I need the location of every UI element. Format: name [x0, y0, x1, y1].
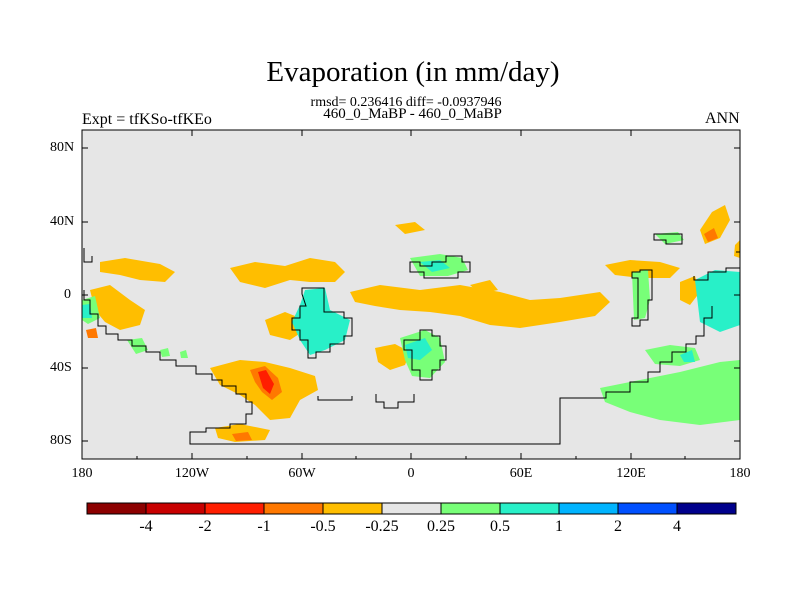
- season-label: ANN: [705, 110, 740, 127]
- anomaly-fill-layer: [82, 205, 740, 442]
- lat-label: 40S: [50, 360, 72, 375]
- colorbar-box: [440, 502, 501, 515]
- lat-label: 0: [64, 287, 71, 302]
- lon-label: 60W: [288, 466, 316, 481]
- green-region: [160, 348, 170, 357]
- coastline: [631, 269, 653, 327]
- lon-label: 0: [407, 466, 415, 481]
- orange-region: [395, 222, 425, 234]
- teal-region: [695, 270, 740, 332]
- stats-line: rmsd= 0.236416 diff= -0.0937946: [310, 95, 502, 110]
- lon-label: 180: [729, 466, 751, 481]
- green-region: [180, 350, 188, 358]
- plot-title: Evaporation (in mm/day): [266, 56, 560, 88]
- orange-region: [230, 258, 345, 288]
- colorbar-box: [676, 502, 737, 515]
- lon-label: 120E: [616, 466, 646, 481]
- orange-region: [470, 280, 498, 294]
- orange-region: [100, 258, 175, 282]
- red-region: [86, 328, 98, 338]
- coastline: [409, 255, 471, 279]
- coastline-layer: [83, 233, 740, 445]
- lon-label: 60E: [509, 466, 533, 481]
- green-region: [632, 270, 650, 320]
- orange-region: [350, 285, 610, 328]
- colorbar-box: [204, 502, 265, 515]
- colorbar-label: 0.5: [490, 518, 510, 535]
- colorbar-box: [381, 502, 442, 515]
- colorbar-label: 1: [555, 518, 563, 535]
- orange-region: [90, 285, 145, 330]
- orange-region: [680, 276, 700, 305]
- colorbar-label: 4: [673, 518, 681, 535]
- coastline: [83, 248, 93, 263]
- lat-label: 80N: [50, 140, 75, 155]
- lat-label: 80S: [50, 433, 72, 448]
- colorbar-box: [263, 502, 324, 515]
- orange-region: [605, 260, 680, 278]
- red-region: [232, 432, 252, 441]
- colorbar-label: 2: [614, 518, 622, 535]
- coastline: [189, 306, 713, 445]
- experiment-label: Expt = tfKSo-tfKEo: [82, 111, 212, 128]
- period-line: 460_0_MaBP - 460_0_MaBP: [323, 106, 502, 122]
- colorbar: [86, 502, 737, 515]
- colorbar-label: -4: [139, 518, 153, 535]
- coastline: [375, 394, 415, 409]
- teal-region: [680, 350, 695, 362]
- colorbar-box: [558, 502, 619, 515]
- orange-region: [265, 312, 302, 340]
- coastline: [317, 396, 353, 401]
- green-region: [600, 360, 740, 425]
- colorbar-label: -2: [198, 518, 212, 535]
- coastline: [653, 233, 683, 245]
- red-region: [704, 228, 718, 242]
- coastline: [693, 267, 740, 281]
- teal-region: [420, 260, 450, 272]
- coastline: [403, 329, 447, 381]
- teal-region: [292, 288, 350, 355]
- coastline: [291, 287, 353, 359]
- colorbar-box: [617, 502, 678, 515]
- lon-label: 120W: [174, 466, 210, 481]
- lat-label: 40N: [50, 214, 75, 229]
- colorbar-box: [322, 502, 383, 515]
- green-region: [655, 232, 684, 244]
- orange-region: [375, 344, 410, 370]
- colorbar-box: [86, 502, 147, 515]
- red-region: [258, 370, 274, 394]
- coastline: [83, 290, 253, 440]
- lon-label: 180: [71, 466, 93, 481]
- colorbar-label: -1: [257, 518, 271, 535]
- orange-region: [734, 240, 740, 258]
- colorbar-label: -0.25: [365, 518, 399, 535]
- lon-ticks: [81, 130, 741, 459]
- colorbar-box: [499, 502, 560, 515]
- colorbar-label: -0.5: [310, 518, 336, 535]
- colorbar-label: 0.25: [427, 518, 455, 535]
- lat-ticks: [82, 147, 740, 442]
- colorbar-box: [145, 502, 206, 515]
